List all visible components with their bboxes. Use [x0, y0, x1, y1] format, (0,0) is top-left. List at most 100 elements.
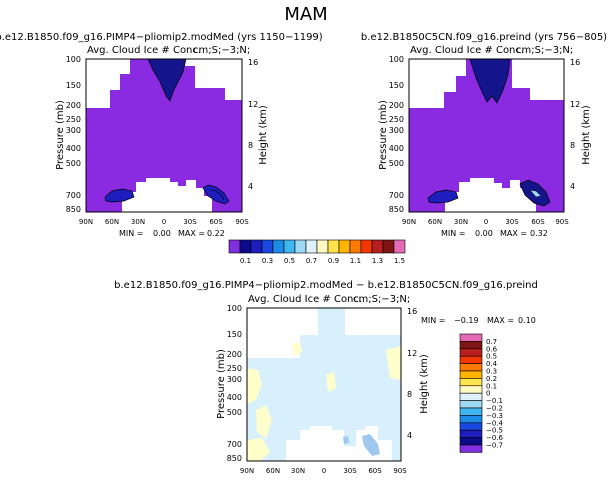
colorbar-swatch [239, 239, 252, 254]
panel-b-frame [408, 58, 565, 213]
panel-b-units: cm;S;−3;N; [516, 45, 573, 56]
colorbar-label: −0.7 [486, 442, 503, 450]
x-tick: 60S [209, 218, 223, 226]
colorbar-swatch [327, 239, 340, 254]
panel-c-min-label: MIN = [421, 316, 446, 325]
panel-a-contour-top [147, 59, 187, 102]
colorbar-swatch [272, 239, 285, 254]
y-tick: 300 [66, 126, 81, 135]
panel-c-y2-ticks: 16 12 8 4 [407, 307, 417, 440]
x-tick: 60S [531, 218, 545, 226]
panel-b-y2-ticks: 16 12 8 4 [570, 58, 580, 191]
colorbar-swatch [382, 239, 395, 254]
y2-tick: 4 [407, 431, 412, 440]
panel-c-title: b.e12.B1850.f09_g16.PIMP4−pliomip2.modMe… [114, 280, 538, 291]
panel-c-y2label: Height (km) [419, 354, 430, 414]
x-tick: 90S [235, 218, 249, 226]
colorbar-swatch [283, 239, 296, 254]
panel-a-subtitle: Avg. Cloud Ice # Conc. [87, 45, 201, 56]
y2-tick: 8 [570, 141, 575, 150]
colorbar-swatch [459, 378, 483, 387]
y-tick: 700 [227, 440, 242, 449]
panel-b-max: 0.32 [530, 229, 548, 238]
panel-c-light-blue-region [247, 308, 401, 461]
colorbar-label: −0.3 [486, 412, 503, 420]
y2-tick: 12 [407, 349, 417, 358]
panel-a-min: 0.00 [153, 229, 171, 238]
y2-tick: 12 [570, 100, 580, 109]
y-tick: 300 [227, 375, 242, 384]
colorbar-swatch [250, 239, 263, 254]
panel-c-yellow-patch-lower [247, 438, 270, 461]
panel-b-field [409, 59, 564, 212]
panel-a-contour-low-right [202, 184, 230, 205]
panel-b-x-ticks: 90N 60N 30N 0 30S 60S 90S [402, 218, 569, 226]
colorbar-label: 0.5 [486, 353, 497, 361]
colorbar-label: 0.2 [486, 375, 497, 383]
colorbar-swatch [305, 239, 318, 254]
colorbar-swatch [459, 355, 483, 364]
y-tick: 500 [227, 408, 242, 417]
y2-tick: 4 [248, 182, 253, 191]
colorbar-swatch [459, 341, 483, 350]
panel-b-subtitle: Avg. Cloud Ice # Conc. [410, 45, 524, 56]
colorbar-label: 0.7 [486, 338, 497, 346]
panel-a: b.e12.B1850.f09_g16.PIMP4−pliomip2.modMe… [0, 32, 323, 238]
y-tick: 500 [66, 159, 81, 168]
panel-a-y2-ticks: 16 12 8 4 [248, 58, 258, 191]
y2-tick: 8 [248, 141, 253, 150]
colorbar-label: 0.1 [486, 382, 497, 390]
colorbar-swatch [459, 407, 483, 416]
panel-a-x-ticks: 90N 60N 30N 0 30S 60S 90S [79, 218, 249, 226]
colorbar-label: 1.3 [372, 257, 383, 265]
y-tick: 500 [389, 159, 404, 168]
panel-c-min: −0.19 [454, 316, 479, 325]
x-tick: 30S [183, 218, 197, 226]
panel-c-subtitle: Avg. Cloud Ice # Conc. [248, 294, 362, 305]
colorbar-label: 0.6 [486, 345, 498, 353]
y-tick: 850 [227, 454, 242, 463]
panel-b-title: b.e12.B1850C5CN.f09_g16.preind (yrs 756−… [361, 32, 607, 43]
y2-tick: 4 [570, 182, 575, 191]
x-tick: 90N [402, 218, 416, 226]
x-tick: 30S [505, 218, 519, 226]
panel-b-max-label: MAX = [500, 229, 527, 238]
panel-a-y-ticks: 100 150 200 250 300 400 500 700 850 [66, 55, 81, 214]
panel-c-yellow-patch-upper [292, 342, 302, 356]
panel-c-frame [246, 307, 402, 462]
x-tick: 60S [368, 467, 382, 475]
colorbar-swatch [393, 239, 406, 254]
colorbar-swatch [459, 333, 483, 342]
panel-a-title: b.e12.B1850.f09_g16.PIMP4−pliomip2.modMe… [0, 32, 323, 43]
colorbar-label: −0.2 [486, 405, 503, 413]
y2-tick: 16 [570, 58, 580, 67]
panel-a-ylabel: Pressure (mb) [55, 100, 66, 170]
x-tick: 90N [79, 218, 93, 226]
x-tick: 30N [454, 218, 468, 226]
colorbar-swatch [261, 239, 274, 254]
colorbar-label: −0.6 [486, 434, 504, 442]
panel-c-blue-patch [362, 434, 380, 456]
x-tick: 30N [131, 218, 145, 226]
y-tick: 200 [389, 101, 404, 110]
figure-title: MAM [284, 4, 327, 25]
y2-tick: 16 [248, 58, 258, 67]
panel-c-blue-small [343, 436, 349, 444]
panel-a-min-label: MIN = [119, 229, 144, 238]
panel-c-yellow-patch-leftmid [256, 405, 272, 438]
y-tick: 150 [66, 81, 81, 90]
colorbar-label: 0.5 [284, 257, 295, 265]
colorbar-label: 0.7 [306, 257, 317, 265]
panel-b-min: 0.00 [475, 229, 493, 238]
x-tick: 0 [322, 467, 326, 475]
y2-tick: 8 [407, 390, 412, 399]
x-tick: 30N [291, 467, 305, 475]
x-tick: 90S [555, 218, 569, 226]
colorbar-swatch [459, 400, 483, 409]
x-tick: 90S [393, 467, 407, 475]
y-tick: 700 [66, 191, 81, 200]
panel-c-yellow-patch-left [247, 368, 262, 404]
y2-tick: 16 [407, 307, 417, 316]
x-tick: 60N [105, 218, 119, 226]
y2-tick: 12 [248, 100, 258, 109]
